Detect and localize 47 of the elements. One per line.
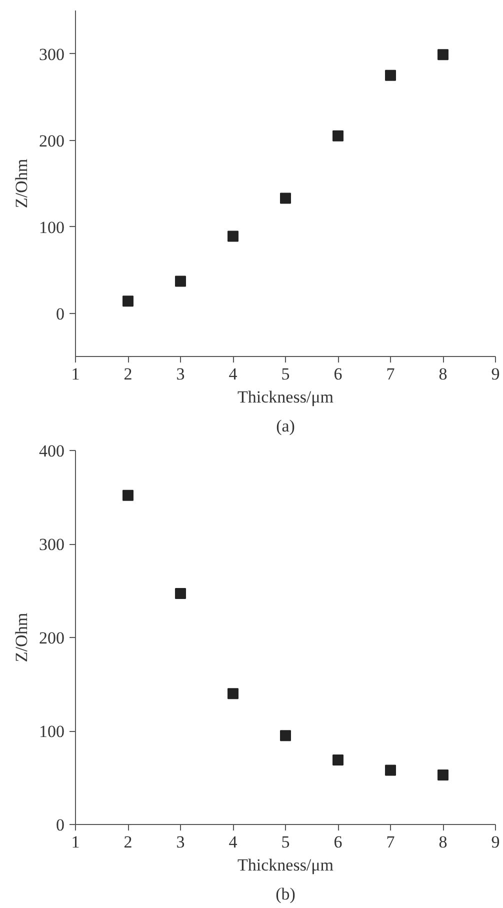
point	[385, 764, 396, 776]
x-tick-label: 4	[228, 832, 238, 852]
point	[122, 296, 134, 307]
x-axis-title: Thickness/μm	[238, 856, 334, 874]
x-tick-label: 8	[438, 832, 448, 852]
y-tick-label: 400	[39, 442, 64, 460]
y-tick-label: 300	[39, 535, 64, 554]
y-tick-label: 200	[39, 628, 64, 648]
x-tick-label: 2	[124, 832, 132, 852]
x-axis-title: Thickness/μm	[238, 388, 334, 406]
x-tick-label: 7	[386, 832, 396, 852]
x-tick-label: 5	[281, 364, 290, 384]
text: (b)	[276, 884, 296, 904]
x-tick-label: 8	[438, 364, 448, 384]
point	[122, 490, 134, 501]
x-tick-label: 2	[124, 364, 132, 384]
y-tick-label: 200	[39, 131, 64, 150]
point	[175, 276, 186, 287]
y-tick-label: 100	[39, 722, 64, 741]
point	[175, 588, 186, 600]
x-tick-label: 9	[491, 832, 500, 852]
x-tick-label: 7	[386, 364, 396, 384]
y-tick-label: 0	[56, 304, 64, 324]
x-tick-label: 1	[71, 832, 80, 852]
x-tick-label: 6	[334, 364, 342, 384]
y-axis-title: Z/Ohm	[12, 158, 31, 208]
point	[332, 130, 344, 142]
x-tick-label: 9	[491, 364, 500, 384]
y-axis-title: Z/Ohm	[12, 612, 31, 662]
point	[438, 49, 448, 60]
text: (a)	[276, 416, 295, 436]
y-tick-label: 100	[39, 218, 64, 237]
point	[280, 192, 291, 204]
x-tick-label: 3	[176, 832, 185, 852]
point	[332, 754, 344, 766]
point	[385, 70, 396, 81]
x-tick-label: 3	[176, 364, 185, 384]
point	[228, 688, 238, 700]
y-tick-label: 0	[56, 816, 64, 834]
point	[228, 230, 238, 242]
x-tick-label: 1	[71, 364, 80, 384]
y-tick-label: 300	[39, 44, 64, 64]
point	[280, 730, 291, 742]
x-tick-label: 4	[228, 364, 238, 384]
x-tick-label: 6	[334, 832, 342, 852]
point	[438, 769, 448, 780]
x-tick-label: 5	[281, 832, 290, 852]
